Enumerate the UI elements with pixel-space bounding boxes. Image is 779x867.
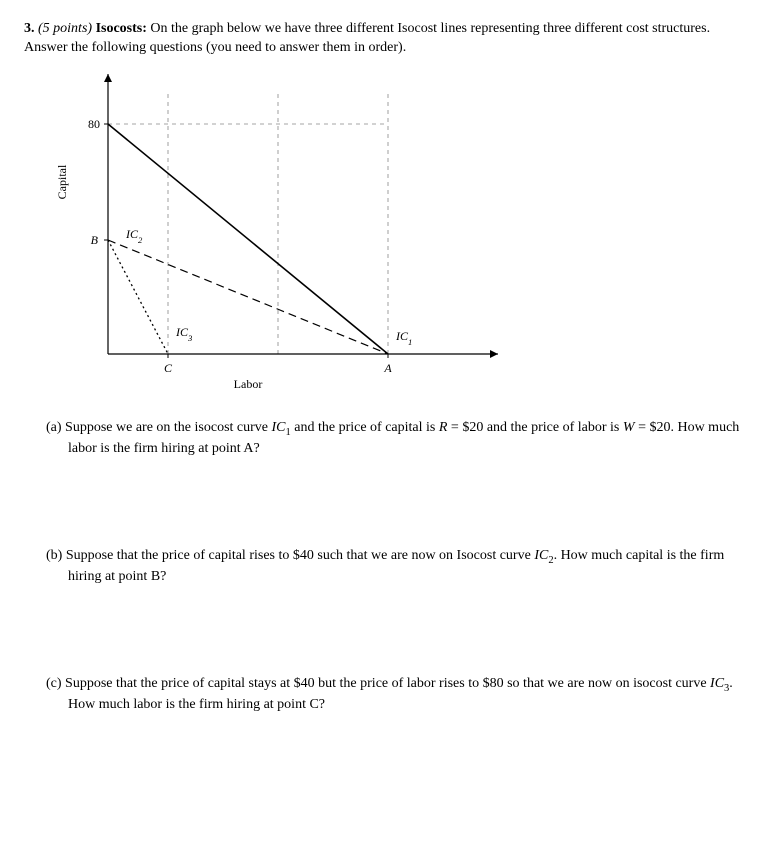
part-b-ic: IC: [534, 548, 548, 563]
part-b: (b) Suppose that the price of capital ri…: [24, 547, 755, 657]
part-a-mid1: and the price of capital is: [291, 420, 439, 435]
svg-text:B: B: [91, 233, 99, 247]
question-title: Isocosts:: [96, 21, 147, 36]
svg-text:IC3: IC3: [175, 325, 193, 343]
part-b-label: (b): [46, 548, 62, 563]
svg-text:A: A: [383, 361, 392, 375]
isocost-chart: 80 B C AIC1 IC2 IC3 Labor Capital: [48, 64, 755, 401]
svg-text:C: C: [164, 361, 173, 375]
part-a-w: W: [623, 420, 635, 435]
part-c: (c) Suppose that the price of capital st…: [24, 675, 755, 785]
question-header: 3. (5 points) Isocosts: On the graph bel…: [24, 20, 755, 58]
part-a-ic: IC: [272, 420, 286, 435]
question-number: 3.: [24, 21, 35, 36]
part-a: (a) Suppose we are on the isocost curve …: [24, 419, 755, 529]
part-c-ic: IC: [710, 676, 724, 691]
part-c-label: (c): [46, 676, 62, 691]
chart-svg: 80 B C AIC1 IC2 IC3 Labor Capital: [48, 64, 528, 394]
part-a-label: (a): [46, 420, 62, 435]
part-b-pre: Suppose that the price of capital rises …: [66, 548, 534, 563]
part-a-mid2: = $20 and the price of labor is: [447, 420, 622, 435]
svg-text:IC2: IC2: [125, 227, 143, 245]
svg-text:Labor: Labor: [234, 377, 263, 391]
svg-text:IC1: IC1: [395, 329, 412, 347]
part-c-pre: Suppose that the price of capital stays …: [65, 676, 710, 691]
svg-text:80: 80: [88, 117, 100, 131]
question-points: (5 points): [38, 21, 92, 36]
svg-text:Capital: Capital: [55, 164, 69, 199]
part-a-text1: Suppose we are on the isocost curve: [65, 420, 271, 435]
